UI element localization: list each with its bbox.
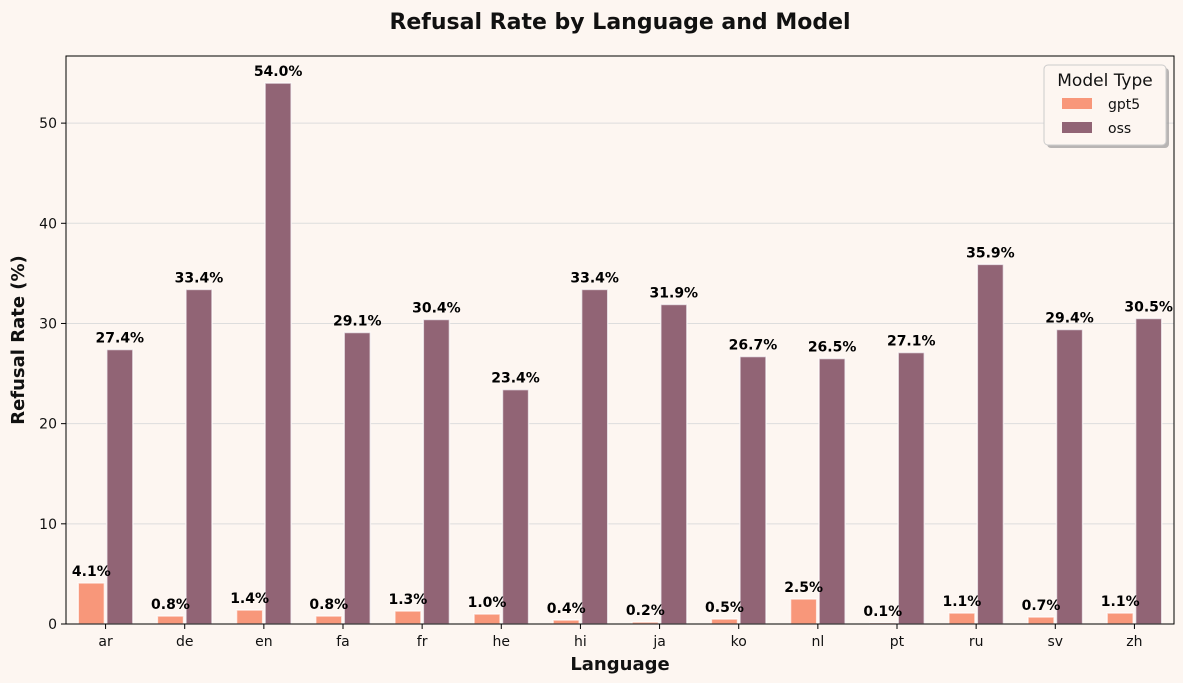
data-label-gpt5-en: 1.4% (230, 591, 269, 607)
data-label-oss-ar: 27.4% (96, 331, 145, 347)
bar-oss-fa (343, 331, 372, 625)
y-tick-label: 10 (39, 517, 57, 533)
data-label-oss-zh: 30.5% (1124, 299, 1173, 315)
x-axis-ticks: ar de en fa fr he hi ja ko nl pt ru sv zh (98, 624, 1143, 650)
bar-gpt5-de (156, 615, 185, 625)
data-label-oss-fa: 29.1% (333, 313, 382, 329)
data-label-oss-ko: 26.7% (729, 338, 778, 354)
data-label-gpt5-ar: 4.1% (72, 564, 111, 580)
bar-oss-ru (976, 263, 1005, 625)
data-label-gpt5-ko: 0.5% (705, 600, 744, 616)
data-label-gpt5-ru: 1.1% (942, 594, 981, 610)
bar-oss-pt (897, 351, 926, 625)
y-tick-label: 30 (39, 316, 57, 332)
y-axis-label: Refusal Rate (%) (8, 255, 29, 425)
data-label-gpt5-hi: 0.4% (547, 601, 586, 617)
x-axis-label: Language (570, 654, 669, 675)
bar-gpt5-ru (948, 612, 976, 625)
bar-oss-he (501, 388, 530, 625)
bar-oss-fr (422, 318, 451, 625)
data-label-gpt5-sv: 0.7% (1022, 598, 1061, 614)
bar-gpt5-zh (1106, 612, 1134, 625)
data-label-oss-en: 54.0% (254, 64, 303, 80)
data-label-gpt5-ja: 0.2% (626, 603, 665, 619)
bar-gpt5-he (473, 613, 501, 625)
data-label-gpt5-de: 0.8% (151, 597, 190, 613)
data-label-oss-fr: 30.4% (412, 300, 461, 316)
bars (77, 82, 1163, 625)
x-tick-label-ru: ru (969, 634, 984, 650)
bar-oss-ar (106, 348, 134, 625)
y-axis-ticks: 0 10 20 30 40 50 (39, 116, 66, 633)
x-tick-label-fa: fa (336, 634, 350, 650)
chart-title: Refusal Rate by Language and Model (389, 10, 850, 35)
plot-frame (65, 55, 1175, 625)
x-tick-label-ar: ar (98, 634, 113, 650)
x-tick-label-pt: pt (890, 634, 905, 650)
bar-gpt5-nl (789, 598, 818, 625)
data-label-oss-de: 33.4% (175, 270, 224, 286)
legend: Model Type gpt5 oss (1043, 64, 1169, 148)
bar-oss-de (185, 288, 213, 625)
bar-gpt5-fr (394, 610, 422, 625)
data-label-gpt5-zh: 1.1% (1101, 594, 1140, 610)
x-tick-label-nl: nl (811, 634, 824, 650)
data-label-gpt5-he: 1.0% (468, 595, 507, 611)
data-label-gpt5-nl: 2.5% (784, 580, 823, 596)
bar-gpt5-fa (314, 615, 343, 625)
data-label-oss-ja: 31.9% (650, 285, 699, 301)
data-label-oss-he: 23.4% (491, 371, 540, 387)
data-labels: 4.1% 27.4% 0.8% 33.4% 1.4% 54.0% 0.8% 29.1% 1.3%… (72, 64, 1173, 620)
x-tick-label-de: de (176, 634, 194, 650)
data-label-oss-hi: 33.4% (570, 270, 619, 286)
data-label-oss-pt: 27.1% (887, 334, 936, 350)
bar-gpt5-hi (552, 619, 580, 625)
x-tick-label-fr: fr (417, 634, 428, 650)
data-label-oss-nl: 26.5% (808, 340, 857, 356)
data-label-gpt5-pt: 0.1% (863, 604, 902, 620)
x-tick-label-hi: hi (574, 634, 587, 650)
bar-gpt5-ar (77, 582, 106, 625)
x-tick-label-sv: sv (1047, 634, 1063, 650)
legend-label-oss: oss (1108, 121, 1131, 137)
bar-oss-sv (1055, 328, 1084, 625)
bar-oss-nl (818, 357, 846, 625)
y-tick-label: 40 (39, 216, 57, 232)
x-tick-label-en: en (255, 634, 273, 650)
bar-gpt5-sv (1027, 616, 1055, 625)
legend-swatch-gpt5 (1062, 98, 1092, 109)
y-tick-label: 20 (39, 417, 57, 433)
x-tick-label-zh: zh (1126, 634, 1142, 650)
bar-oss-hi (580, 288, 609, 625)
x-tick-label-ko: ko (731, 634, 747, 650)
y-tick-label: 0 (48, 617, 57, 633)
legend-title: Model Type (1057, 71, 1153, 91)
legend-label-gpt5: gpt5 (1108, 97, 1140, 113)
data-label-gpt5-fr: 1.3% (388, 592, 427, 608)
y-tick-label: 50 (39, 116, 57, 132)
bar-oss-ko (739, 355, 767, 625)
data-label-oss-sv: 29.4% (1045, 310, 1094, 326)
x-tick-label-he: he (493, 634, 511, 650)
bar-gpt5-en (235, 609, 264, 625)
bar-gpt5-ko (710, 618, 739, 625)
grid-lines (66, 122, 1174, 625)
bar-oss-en (264, 82, 292, 625)
data-label-gpt5-fa: 0.8% (309, 597, 348, 613)
data-label-oss-ru: 35.9% (966, 245, 1015, 261)
legend-swatch-oss (1062, 122, 1092, 133)
bar-oss-zh (1134, 317, 1163, 625)
x-tick-label-ja: ja (652, 634, 665, 650)
bar-oss-ja (660, 303, 688, 625)
